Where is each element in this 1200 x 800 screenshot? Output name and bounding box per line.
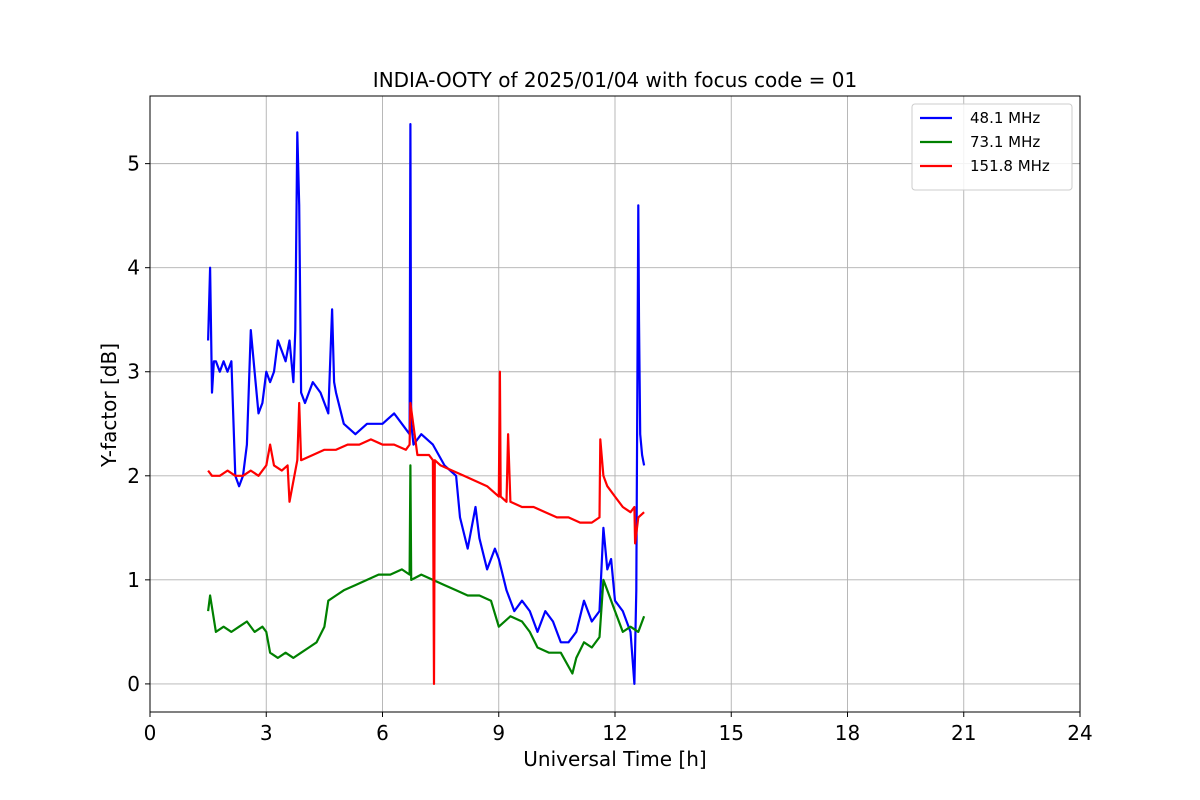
x-tick-label: 3	[260, 721, 273, 745]
legend-label: 73.1 MHz	[970, 133, 1040, 151]
y-tick-label: 3	[127, 360, 140, 384]
x-tick-label: 24	[1067, 721, 1092, 745]
x-tick-label: 9	[492, 721, 505, 745]
legend: 48.1 MHz 73.1 MHz 151.8 MHz	[911, 103, 1073, 191]
x-tick-label: 12	[602, 721, 627, 745]
x-axis-label: Universal Time [h]	[523, 747, 706, 771]
y-tick-label: 0	[127, 672, 140, 696]
x-tick-label: 18	[835, 721, 860, 745]
legend-label: 151.8 MHz	[970, 157, 1050, 175]
x-tick-label: 6	[376, 721, 389, 745]
grid	[149, 96, 1081, 712]
series-line-1	[207, 464, 646, 675]
chart-title: INDIA-OOTY of 2025/01/04 with focus code…	[373, 68, 857, 92]
x-tick-label: 0	[144, 721, 157, 745]
y-tick-label: 5	[127, 152, 140, 176]
legend-box	[911, 103, 1073, 191]
y-tick-label: 4	[127, 256, 140, 280]
x-tick-label: 15	[719, 721, 744, 745]
series-line-2	[207, 370, 645, 686]
legend-label: 48.1 MHz	[970, 109, 1040, 127]
series-line-0	[207, 122, 646, 686]
y-tick-label: 1	[127, 568, 140, 592]
series-layer	[207, 122, 646, 686]
y-axis-label: Y-factor [dB]	[97, 343, 121, 468]
x-tick-label: 21	[951, 721, 976, 745]
y-tick-label: 2	[127, 464, 140, 488]
